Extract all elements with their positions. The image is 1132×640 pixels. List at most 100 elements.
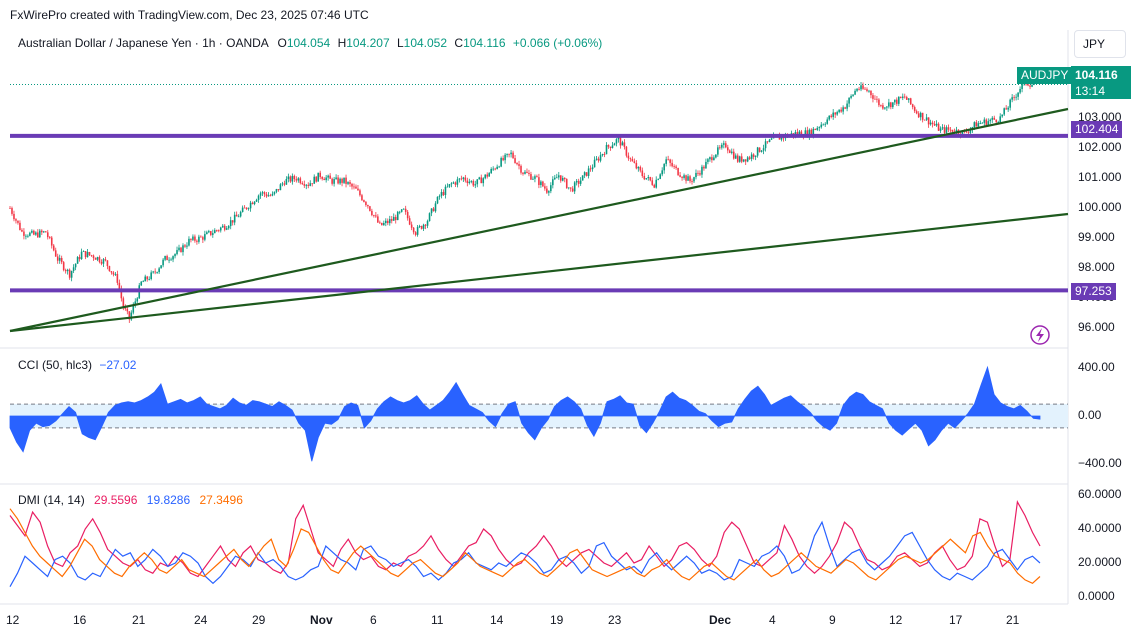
candle-body (353, 186, 355, 188)
candle-body (29, 232, 31, 236)
candle-body (21, 229, 23, 232)
cci-pane[interactable] (9, 365, 1068, 462)
cci-area (9, 365, 1041, 462)
candle-body (214, 230, 216, 234)
candle-body (297, 178, 300, 181)
candle-body (732, 151, 735, 159)
candle-body (701, 166, 703, 175)
candle-body (522, 172, 524, 174)
candle-body (532, 178, 534, 180)
candle-body (444, 186, 447, 196)
candle-body (683, 175, 685, 178)
candle-body (834, 112, 836, 115)
candle-body (846, 103, 848, 109)
candle-body (62, 262, 65, 271)
candle-body (691, 181, 693, 182)
candle-body (402, 208, 405, 210)
candle-body (94, 258, 97, 260)
candle-body (836, 112, 838, 115)
price-pane[interactable] (9, 75, 1069, 333)
candle-body (754, 155, 757, 157)
candle-body (1021, 82, 1023, 89)
candle-body (317, 172, 319, 182)
candle-body (182, 245, 184, 253)
candle-body (359, 190, 361, 196)
candle-body (241, 207, 244, 213)
candle-body (826, 119, 829, 124)
time-tick-label: 21 (1006, 613, 1020, 627)
candle-body (882, 105, 884, 109)
candle-body (333, 179, 335, 184)
candle-body (534, 176, 536, 179)
candle-body (627, 155, 630, 159)
candle-body (997, 122, 1000, 123)
candle-body (941, 127, 944, 129)
candle-body (76, 257, 79, 264)
candle-body (1009, 99, 1011, 108)
candle-body (237, 216, 240, 218)
candle-body (506, 153, 508, 155)
candle-body (896, 99, 898, 104)
candle-body (611, 145, 614, 148)
dmi-legend[interactable]: DMI (14, 14) 29.5596 19.8286 27.3496 (18, 493, 243, 507)
candle-body (947, 127, 950, 130)
candle-body (484, 174, 487, 179)
candle-body (168, 259, 170, 261)
candle-body (742, 159, 745, 162)
currency-button[interactable]: JPY (1074, 30, 1126, 58)
candle-body (738, 156, 741, 162)
candle-body (472, 181, 475, 186)
candle-body (329, 175, 331, 179)
candle-body (398, 211, 401, 213)
candle-body (981, 122, 984, 124)
candle-body (245, 207, 248, 209)
candle-body (969, 129, 972, 133)
candle-body (1001, 114, 1003, 117)
candle-body (713, 157, 715, 161)
candle-body (279, 184, 282, 191)
dmi-pane[interactable] (9, 500, 1041, 587)
time-tick-label: Dec (709, 613, 732, 627)
candle-body (347, 182, 349, 184)
candle-body (446, 186, 449, 188)
candle-body (9, 208, 11, 209)
candle-body (804, 130, 807, 137)
candle-body (418, 226, 421, 227)
candle-body (655, 179, 658, 188)
chart-caption: FxWirePro created with TradingView.com, … (10, 8, 369, 22)
instrument-name[interactable]: Australian Dollar / Japanese Yen · 1h · … (18, 36, 269, 50)
candle-body (838, 109, 840, 113)
price-tick-label: 100.000 (1078, 200, 1122, 214)
candle-body (567, 187, 570, 189)
open-label: O (277, 36, 287, 50)
trendline-steep (9, 107, 1069, 333)
cci-legend[interactable]: CCI (50, hlc3) −27.02 (18, 358, 136, 372)
candle-body (19, 222, 21, 230)
candle-body (554, 177, 556, 180)
candle-body (824, 123, 827, 125)
candle-body (603, 154, 606, 155)
time-tick-label: 11 (431, 613, 444, 627)
close-value: 104.116 (463, 36, 506, 50)
candle-body (27, 235, 29, 237)
candle-body (388, 219, 391, 224)
candle-body (104, 259, 107, 261)
candle-body (605, 144, 608, 155)
adx-line (9, 508, 1041, 585)
candle-body (74, 263, 77, 268)
time-tick-label: 14 (490, 613, 504, 627)
candle-body (383, 222, 385, 226)
candle-body (309, 183, 312, 186)
candle-body (206, 232, 208, 235)
candle-body (385, 220, 387, 223)
candle-body (490, 168, 492, 174)
candle-body (84, 251, 87, 258)
candle-body (66, 269, 69, 272)
candle-body (556, 177, 558, 179)
candle-body (677, 168, 679, 176)
candle-body (607, 144, 610, 147)
candle-body (410, 224, 413, 228)
candle-body (154, 271, 156, 273)
alert-lightning-icon[interactable] (1030, 325, 1050, 345)
